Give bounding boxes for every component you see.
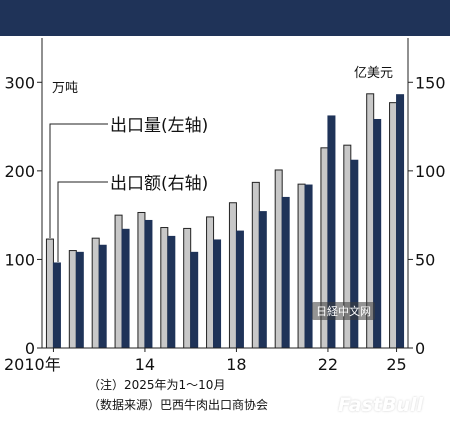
bar-value-2016 <box>190 251 199 349</box>
bar-value-2010 <box>52 262 61 349</box>
bar-volume-2014 <box>137 211 146 349</box>
bar-volume-2011 <box>68 250 77 349</box>
bar-volume-2025 <box>389 102 398 349</box>
legend-volume: 出口量(左轴) <box>110 116 208 136</box>
bar-value-2013 <box>121 228 130 349</box>
x-tick-label: 2010年 <box>4 355 61 374</box>
bar-value-2015 <box>167 235 176 349</box>
bar-volume-2020 <box>274 169 283 349</box>
x-tick-label: 18 <box>226 355 246 374</box>
bar-value-2019 <box>258 211 267 349</box>
right-tick-label: 150 <box>415 73 446 92</box>
bar-value-2012 <box>98 244 107 349</box>
bar-volume-2013 <box>114 214 123 349</box>
bar-volume-2021 <box>297 183 306 349</box>
right-tick-label: 100 <box>415 162 446 181</box>
title-banner <box>0 0 450 36</box>
right-axis-ticks: 0 50 100 150 <box>408 73 446 358</box>
bar-volume-2015 <box>160 227 169 349</box>
left-tick-label: 200 <box>4 162 35 181</box>
left-tick-label: 0 <box>25 339 35 358</box>
x-tick-label: 22 <box>318 355 338 374</box>
bar-volume-2019 <box>251 181 260 349</box>
bar-value-2017 <box>213 239 222 349</box>
bar-value-2020 <box>281 196 290 349</box>
x-tick-label: 14 <box>135 355 155 374</box>
bar-value-2021 <box>304 184 313 349</box>
right-tick-label: 0 <box>415 339 425 358</box>
leader-line-volume <box>49 123 108 238</box>
left-axis-ticks: 0 100 200 300 <box>4 73 42 358</box>
left-axis-unit: 万吨 <box>52 81 78 96</box>
bar-value-2025 <box>396 94 405 349</box>
x-axis-ticks: 2010年 14 18 22 25 <box>4 348 407 374</box>
right-tick-label: 50 <box>415 250 435 269</box>
fastbull-watermark: FastBull <box>338 394 424 416</box>
left-tick-label: 300 <box>4 73 35 92</box>
nikkei-watermark: 日経中文网 <box>312 302 375 320</box>
chart-source: （数据来源）巴西牛肉出口商协会 <box>88 398 269 412</box>
bar-volume-2017 <box>206 216 215 349</box>
chart-note: （注）2025年为1～10月 <box>88 378 226 392</box>
left-tick-label: 100 <box>4 250 35 269</box>
bar-volume-2018 <box>228 202 237 349</box>
bar-value-2018 <box>235 230 244 349</box>
legend-value: 出口额(右轴) <box>110 174 208 194</box>
leader-line-value <box>57 181 108 262</box>
bar-volume-2012 <box>91 237 100 349</box>
right-axis-unit: 亿美元 <box>354 66 393 81</box>
x-tick-label: 25 <box>386 355 406 374</box>
bar-volume-2016 <box>183 227 192 349</box>
bar-value-2011 <box>75 251 84 349</box>
bar-volume-2010 <box>45 238 54 349</box>
bar-value-2014 <box>144 219 153 349</box>
